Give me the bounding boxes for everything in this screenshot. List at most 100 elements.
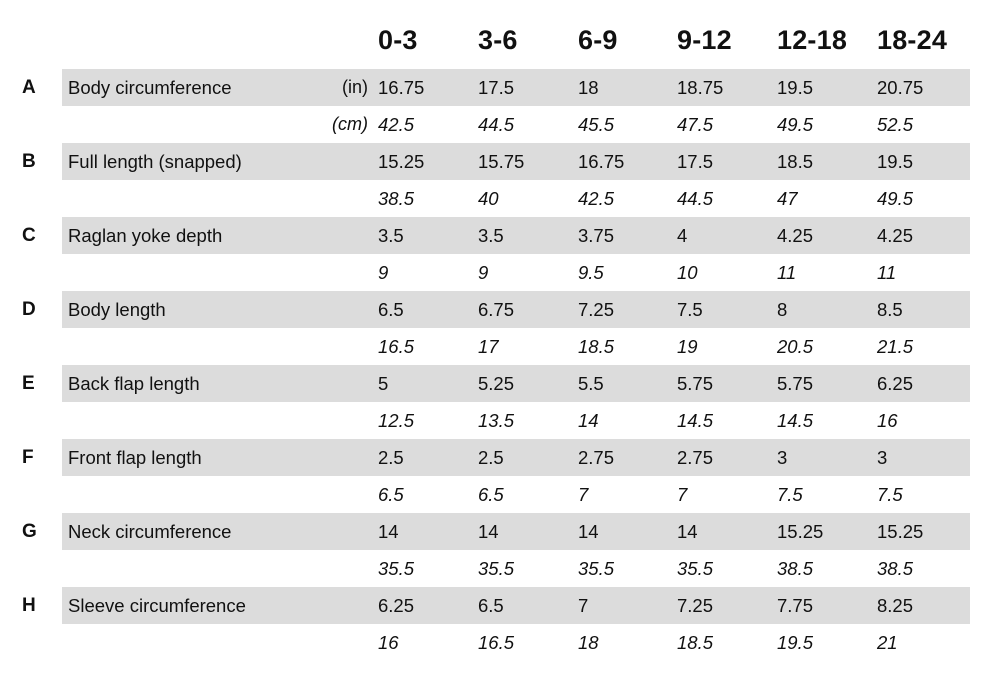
value-cell-3-6: 40 [478, 188, 499, 209]
row-letter: B [22, 151, 36, 172]
measurement-row-in: E Back flap length 5 5.25 5.5 5.75 5.75 6.25 [0, 365, 1000, 402]
size-header-18-24: 18-24 [877, 25, 948, 55]
row-letter: F [22, 447, 34, 468]
value-cell-6-9: 18 [578, 77, 599, 98]
row-label: Body length [68, 299, 166, 320]
measurement-row-cm: (cm) 42.5 44.5 45.5 47.5 49.5 52.5 [0, 106, 1000, 143]
row-label: Full length (snapped) [68, 151, 242, 172]
value-cell-6-9: 18.5 [578, 336, 615, 357]
value-cell-12-18: 20.5 [777, 336, 814, 357]
value-cell-3-6: 2.5 [478, 447, 504, 468]
value-cell-18-24: 20.75 [877, 77, 924, 98]
value-cell-3-6: 3.5 [478, 225, 504, 246]
row-band [62, 328, 970, 365]
value-cell-6-9: 45.5 [578, 114, 615, 135]
value-cell-12-18: 14.5 [777, 410, 814, 431]
row-band [62, 365, 970, 402]
measurement-row-in: D Body length 6.5 6.75 7.25 7.5 8 8.5 [0, 291, 1000, 328]
value-cell-0-3: 16.75 [378, 77, 425, 98]
value-cell-0-3: 6.5 [378, 484, 404, 505]
value-cell-0-3: 16.5 [378, 336, 415, 357]
value-cell-3-6: 6.5 [478, 595, 504, 616]
value-cell-12-18: 19.5 [777, 632, 814, 653]
size-header-6-9: 6-9 [578, 25, 618, 55]
value-cell-3-6: 16.5 [478, 632, 515, 653]
value-cell-0-3: 38.5 [378, 188, 415, 209]
value-cell-6-9: 7 [578, 484, 589, 505]
value-cell-6-9: 35.5 [578, 558, 615, 579]
row-unit: (cm) [332, 114, 368, 134]
value-cell-9-12: 7.5 [677, 299, 703, 320]
value-cell-9-12: 47.5 [677, 114, 714, 135]
value-cell-3-6: 5.25 [478, 373, 515, 394]
row-letter: G [22, 521, 37, 542]
row-letter: C [22, 225, 36, 246]
value-cell-3-6: 6.75 [478, 299, 515, 320]
value-cell-6-9: 18 [578, 632, 599, 653]
row-letter: A [22, 77, 36, 98]
value-cell-12-18: 19.5 [777, 77, 814, 98]
value-cell-0-3: 14 [378, 521, 399, 542]
measurement-row-cm: 9 9 9.5 10 11 11 [0, 254, 1000, 291]
value-cell-12-18: 18.5 [777, 151, 814, 172]
value-cell-6-9: 16.75 [578, 151, 625, 172]
value-cell-3-6: 6.5 [478, 484, 504, 505]
value-cell-0-3: 6.25 [378, 595, 415, 616]
value-cell-18-24: 21 [877, 632, 898, 653]
value-cell-6-9: 7 [578, 595, 589, 616]
value-cell-9-12: 14 [677, 521, 698, 542]
value-cell-6-9: 9.5 [578, 262, 604, 283]
value-cell-9-12: 7 [677, 484, 688, 505]
value-cell-18-24: 49.5 [877, 188, 914, 209]
measurement-row-cm: 38.5 40 42.5 44.5 47 49.5 [0, 180, 1000, 217]
value-cell-9-12: 5.75 [677, 373, 714, 394]
row-label: Raglan yoke depth [68, 225, 223, 246]
value-cell-6-9: 14 [578, 521, 599, 542]
value-cell-12-18: 7.75 [777, 595, 814, 616]
row-band [62, 402, 970, 439]
row-band [62, 476, 970, 513]
value-cell-3-6: 13.5 [478, 410, 515, 431]
size-header-3-6: 3-6 [478, 25, 518, 55]
row-band [62, 587, 970, 624]
value-cell-12-18: 47 [777, 188, 798, 209]
row-label: Back flap length [68, 373, 200, 394]
measurement-row-cm: 12.5 13.5 14 14.5 14.5 16 [0, 402, 1000, 439]
measurement-row-cm: 6.5 6.5 7 7 7.5 7.5 [0, 476, 1000, 513]
value-cell-18-24: 8.5 [877, 299, 903, 320]
row-band [62, 217, 970, 254]
row-unit: (in) [342, 77, 368, 97]
value-cell-3-6: 17 [478, 336, 499, 357]
value-cell-0-3: 3.5 [378, 225, 404, 246]
value-cell-12-18: 7.5 [777, 484, 803, 505]
value-cell-3-6: 44.5 [478, 114, 515, 135]
row-letter: D [22, 299, 36, 320]
value-cell-18-24: 15.25 [877, 521, 924, 542]
value-cell-12-18: 49.5 [777, 114, 814, 135]
value-cell-9-12: 18.5 [677, 632, 714, 653]
value-cell-0-3: 16 [378, 632, 399, 653]
value-cell-12-18: 4.25 [777, 225, 814, 246]
measurement-row-cm: 16 16.5 18 18.5 19.5 21 [0, 624, 1000, 661]
value-cell-3-6: 15.75 [478, 151, 525, 172]
measurement-row-in: B Full length (snapped) 15.25 15.75 16.75 17.… [0, 143, 1000, 180]
value-cell-6-9: 7.25 [578, 299, 615, 320]
row-band [62, 180, 970, 217]
value-cell-9-12: 7.25 [677, 595, 714, 616]
value-cell-18-24: 19.5 [877, 151, 914, 172]
value-cell-3-6: 9 [478, 262, 489, 283]
row-label: Sleeve circumference [68, 595, 246, 616]
measurement-row-cm: 35.5 35.5 35.5 35.5 38.5 38.5 [0, 550, 1000, 587]
row-band [62, 513, 970, 550]
value-cell-3-6: 35.5 [478, 558, 515, 579]
value-cell-18-24: 7.5 [877, 484, 903, 505]
row-band [62, 106, 970, 143]
value-cell-6-9: 14 [578, 410, 599, 431]
measurement-row-cm: 16.5 17 18.5 19 20.5 21.5 [0, 328, 1000, 365]
value-cell-3-6: 14 [478, 521, 499, 542]
size-header-0-3: 0-3 [378, 25, 418, 55]
value-cell-18-24: 52.5 [877, 114, 914, 135]
row-band [62, 439, 970, 476]
measurement-row-in: A Body circumference (in) 16.75 17.5 18 18.75 1… [0, 69, 1000, 106]
row-band [62, 69, 970, 106]
